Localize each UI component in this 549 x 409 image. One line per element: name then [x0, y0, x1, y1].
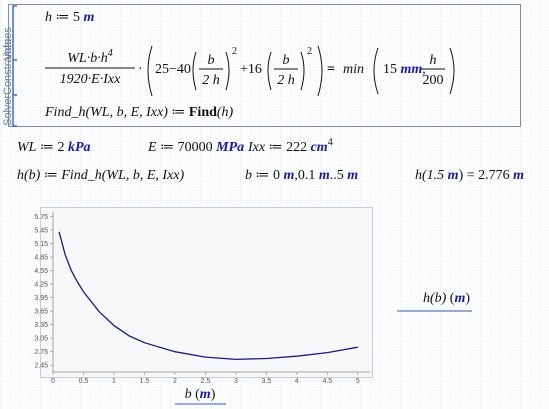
svg-text:min: min	[343, 62, 364, 77]
svg-text:b: b	[283, 53, 290, 68]
y-tick-label: 5.45	[34, 228, 48, 235]
y-axis-label: h(b) (m)	[423, 291, 470, 306]
tab[interactable]: Constraints	[2, 39, 14, 95]
svg-text:25−40: 25−40	[155, 62, 191, 77]
function-def: h(b) ≔ Find_h(WL, b, E, Ixx)	[17, 168, 185, 183]
y-tick-label: 3.95	[34, 295, 48, 302]
y-tick-label: 5.15	[34, 241, 48, 248]
y-tick-label: 4.85	[34, 255, 48, 262]
input: Ixx ≔ 222 cm4	[247, 137, 333, 155]
svg-text:h: h	[430, 53, 437, 68]
range-def: b ≔ 0 m,0.1 m..5 m	[245, 168, 358, 183]
tab[interactable]: Values	[2, 27, 14, 60]
svg-text:·: ·	[138, 62, 143, 77]
svg-text:2 h: 2 h	[202, 73, 220, 88]
x-tick-label: 1.5	[140, 378, 150, 385]
input: E ≔ 70000 MPa	[147, 140, 244, 155]
x-tick-label: 4	[295, 378, 299, 385]
svg-text:2: 2	[232, 46, 237, 57]
constraint: WL·b·h4 1920·E·Ixx · 25−40 b 2 h 2 +16 b…	[45, 45, 455, 97]
y-tick-label: 3.65	[34, 309, 48, 316]
svg-text:1920·E·Ixx: 1920·E·Ixx	[60, 72, 121, 87]
x-tick-label: 0.5	[79, 378, 89, 385]
y-tick-label: 2.45	[34, 363, 48, 370]
x-axis-label: b (m)	[185, 387, 216, 402]
svg-text:WL·b·h4: WL·b·h4	[67, 48, 112, 66]
region-bracket	[12, 5, 17, 127]
x-tick-label: 2	[173, 378, 177, 385]
x-tick-label: 1	[112, 378, 116, 385]
x-tick-label: 3	[234, 378, 238, 385]
x-tick-label: 4.5	[322, 378, 332, 385]
x-tick-label: 0	[51, 378, 55, 385]
tab[interactable]: Solver	[2, 94, 14, 126]
y-tick-label: 2.75	[34, 349, 48, 356]
input: WL ≔ 2 kPa	[17, 140, 91, 155]
y-tick-label: 4.55	[34, 268, 48, 275]
x-tick-label: 5	[356, 378, 360, 385]
svg-text:2: 2	[307, 46, 312, 57]
x-tick-label: 3.5	[261, 378, 271, 385]
svg-text:2 h: 2 h	[277, 73, 295, 88]
svg-text:+16: +16	[240, 62, 262, 77]
svg-text:b: b	[208, 53, 215, 68]
solver: Find_h(WL, b, E, Ixx) ≔ Find(h)	[44, 105, 234, 120]
svg-text:15 mm,: 15 mm,	[383, 62, 426, 77]
y-tick-label: 3.05	[34, 336, 48, 343]
guess: h ≔ 5 m	[45, 10, 95, 25]
y-tick-label: 5.75	[34, 214, 48, 221]
curve	[58, 231, 358, 361]
x-tick-label: 2.5	[201, 378, 211, 385]
y-tick-label: 4.25	[34, 282, 48, 289]
y-tick-label: 3.35	[34, 322, 48, 329]
svg-text:200: 200	[423, 73, 444, 88]
evaluation: h(1.5 m) = 2.776 m	[415, 168, 524, 183]
solve-block	[8, 4, 521, 127]
plot-frame	[40, 207, 373, 378]
svg-text:=: =	[327, 62, 335, 77]
